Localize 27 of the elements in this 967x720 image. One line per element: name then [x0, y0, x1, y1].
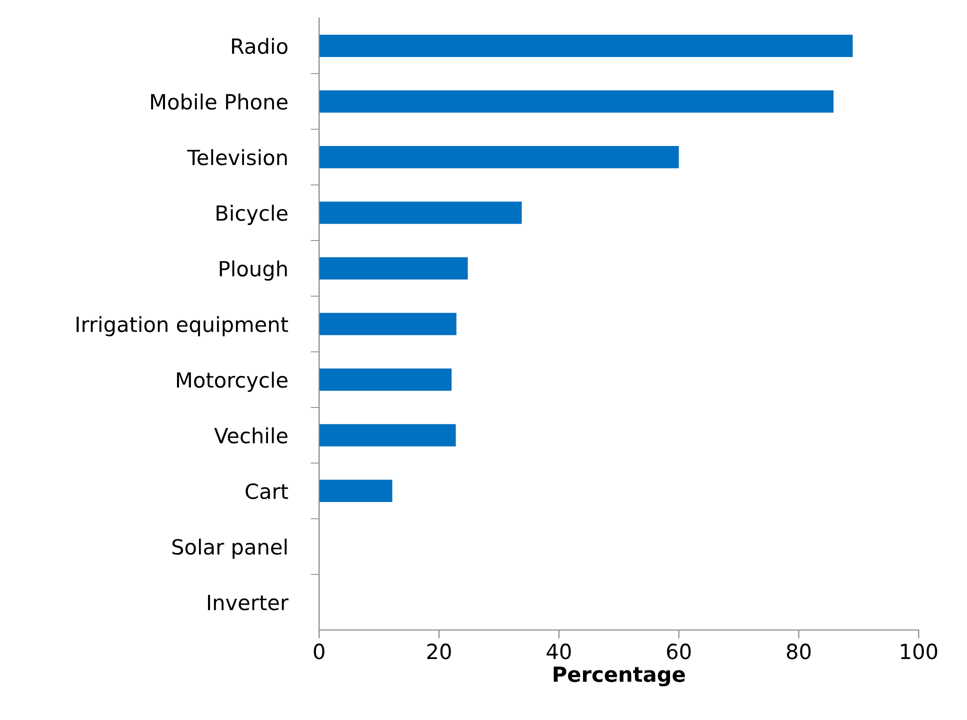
bar — [319, 312, 456, 336]
bar — [319, 480, 392, 502]
y-tick-label: Mobile Phone — [151, 94, 288, 110]
y-tick-label: Bicycle — [216, 204, 288, 225]
bar — [319, 368, 452, 391]
x-tick-label: 100 — [901, 644, 938, 660]
y-tick-label: Irrigation equipment — [76, 316, 288, 336]
x-tick-label: 80 — [786, 644, 811, 660]
y-tick-label: Inverter — [208, 594, 289, 610]
x-axis-title: Percentage — [554, 666, 685, 686]
bar — [319, 90, 834, 113]
x-tick-label: 60 — [667, 644, 691, 660]
x-tick-label: 0 — [314, 644, 324, 660]
x-tick-label: 40 — [546, 644, 571, 660]
bar — [319, 202, 522, 224]
y-tick-label: Television — [187, 149, 287, 166]
y-tick-label: Radio — [232, 38, 288, 54]
y-tick-label: Vechile — [214, 427, 288, 444]
bar — [319, 257, 468, 280]
bar — [319, 34, 853, 57]
y-tick-label: Cart — [246, 483, 288, 500]
y-tick-label: Plough — [220, 260, 287, 281]
x-tick-label: 20 — [427, 644, 451, 660]
bar — [319, 424, 456, 446]
bar — [319, 146, 679, 168]
y-tick-label: Motorcycle — [177, 372, 288, 392]
y-tick-label: Solar panel — [172, 538, 287, 559]
